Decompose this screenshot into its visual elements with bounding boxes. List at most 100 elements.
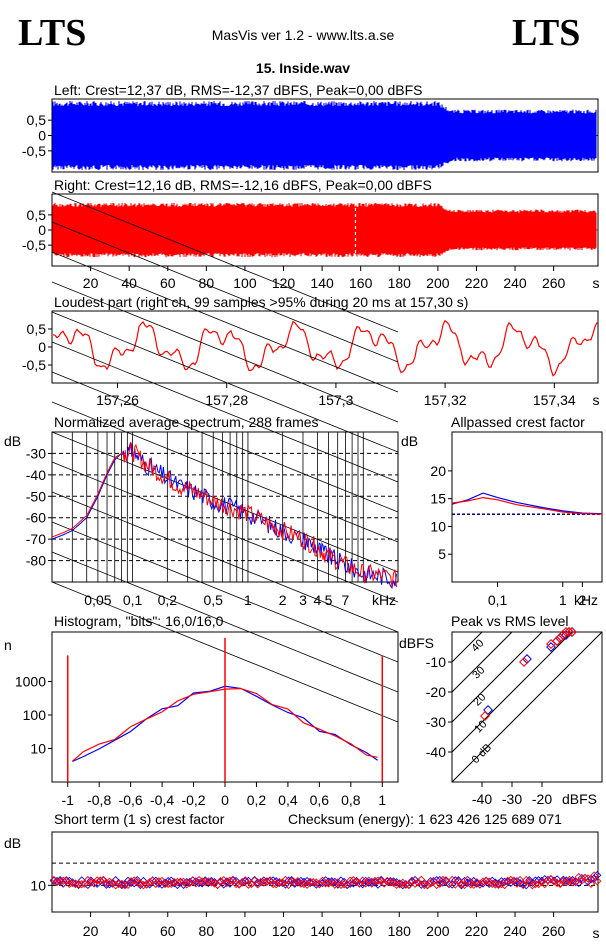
short-crest-point	[349, 876, 358, 885]
short-crest-point	[438, 878, 448, 887]
short-crest-point	[593, 877, 602, 886]
allpass-ytick-label: 10	[430, 518, 446, 534]
short-crest-point	[475, 880, 485, 889]
left-channel-ytick-label: -0,5	[22, 143, 46, 159]
allpass-xtick-label: 0,1	[488, 592, 508, 608]
loudest-ytick-label: -0,5	[22, 357, 46, 373]
peak-rms-diagonal-label: 30	[470, 664, 487, 681]
short-crest-axis-xtick-label: 40	[121, 923, 137, 939]
short-crest-point	[469, 880, 478, 889]
spectrum-slope-line	[51, 401, 399, 543]
spectrum-title: Normalized average spectrum, 288 frames	[54, 414, 319, 430]
spectrum-ytick-label: -30	[26, 445, 46, 461]
short-crest-point	[247, 879, 256, 888]
short-crest-point	[302, 880, 312, 889]
spectrum-slope-line	[51, 461, 399, 603]
peak-rms-point	[546, 639, 556, 649]
peak-rms-point	[564, 627, 574, 637]
short-crest-point	[571, 878, 580, 887]
spectrum-xtick-label: 4	[313, 592, 321, 608]
short-crest-point	[534, 879, 543, 889]
short-crest-point	[417, 875, 426, 885]
short-crest-point	[142, 880, 151, 889]
brand-logo-right: LTS	[512, 12, 580, 54]
left-channel-title: Left: Crest=12,37 dB, RMS=-12,37 dBFS, P…	[54, 82, 422, 98]
allpass-ytick-label: 15	[430, 491, 446, 507]
spectrum-slope-line	[51, 491, 399, 633]
time-axis-xtick-label: 180	[388, 275, 412, 291]
spectrum-ytick-label: -60	[26, 510, 46, 526]
short-crest-point	[577, 876, 586, 885]
time-axis-xtick-label: 160	[349, 275, 373, 291]
spectrum-xtick-label: 0,5	[203, 592, 223, 608]
short-crest-point	[509, 876, 519, 885]
histogram-axis-xtick-label: 1	[378, 792, 386, 808]
peak-rms-frame	[451, 631, 603, 783]
right-channel-ytick-label: -0,5	[22, 237, 46, 253]
loudest-ytick-label: 0,5	[27, 321, 47, 337]
short-crest-point	[472, 878, 482, 887]
spectrum-xtick-label: 0,2	[158, 592, 178, 608]
spectrum-slope-line	[51, 221, 399, 363]
peak-rms-xtick-label: -20	[532, 791, 552, 807]
loudest-axis-xtick-label: 157,34	[533, 392, 576, 408]
short-crest-point	[426, 879, 435, 888]
peak-rms-ylabel: dBFS	[399, 635, 434, 651]
spectrum-slope-line	[51, 521, 399, 663]
brand-logo-left: LTS	[18, 12, 86, 54]
short-crest-axis-xtick-label: 220	[465, 923, 489, 939]
short-crest-point	[151, 879, 160, 889]
histogram-axis-xtick-label: 0	[221, 792, 229, 808]
short-crest-point	[99, 875, 108, 885]
peak-rms-diagonal-label: 40	[469, 637, 486, 654]
spectrum-xtick-label: 7	[342, 592, 350, 608]
spectrum-series-line	[51, 442, 397, 590]
short-crest-point	[485, 877, 494, 886]
short-crest-point	[216, 877, 225, 887]
short-crest-point	[136, 879, 145, 888]
histogram-axis-xtick-label: -1	[62, 792, 75, 808]
short-crest-point	[367, 879, 377, 888]
short-crest-point	[272, 880, 281, 889]
histogram-axis-xtick-label: -0,8	[87, 792, 111, 808]
short-crest-point	[281, 875, 290, 885]
spectrum-xtick-label: 5	[325, 592, 333, 608]
short-crest-point	[191, 879, 201, 888]
peak-rms-point	[480, 711, 490, 721]
short-crest-point	[398, 878, 407, 887]
spectrum-ytick-label: -50	[26, 488, 46, 504]
short-crest-point	[562, 878, 571, 887]
loudest-axis-xtick-label: 157,28	[205, 392, 248, 408]
spectrum-slope-line	[51, 551, 399, 693]
short-crest-point	[395, 880, 404, 889]
loudest-frame	[51, 310, 599, 384]
peak-rms-point	[522, 654, 532, 664]
right-channel-ytick-label: 0	[38, 222, 46, 238]
short-crest-point	[130, 879, 139, 888]
histogram-axis-xtick-label: 0,6	[310, 792, 330, 808]
short-crest-point	[185, 878, 194, 888]
time-axis-xtick-label: 220	[465, 275, 489, 291]
peak-rms-diagonal	[451, 631, 543, 723]
short-crest-point	[454, 877, 463, 886]
peak-rms-ytick-label: -10	[426, 654, 446, 670]
spectrum-ytick-label: -80	[26, 553, 46, 569]
loudest-axis-xtick-label: 157,32	[424, 392, 467, 408]
spectrum-xtick-label: 1	[244, 592, 252, 608]
short-crest-point	[407, 876, 417, 885]
spectrum-xtick-label: 0,05	[84, 592, 111, 608]
allpass-series-line	[451, 492, 603, 515]
short-crest-point	[380, 879, 389, 888]
spectrum-slope-line	[51, 191, 399, 333]
time-axis-xtick-label: 140	[310, 275, 334, 291]
short-crest-point	[278, 878, 287, 887]
spectrum-xunit: kHz	[372, 592, 396, 608]
short-crest-point	[290, 878, 299, 887]
time-axis-xtick-label: 260	[542, 275, 566, 291]
histogram-axis-xtick-label: 0,8	[341, 792, 361, 808]
short-crest-axis-xtick-label: 120	[272, 923, 296, 939]
short-crest-point	[83, 875, 93, 885]
peak-rms-ytick-label: -30	[426, 714, 446, 730]
right-channel-title: Right: Crest=12,16 dB, RMS=-12,16 dBFS, …	[54, 177, 432, 193]
short-crest-axis-xtick-label: 20	[83, 923, 99, 939]
